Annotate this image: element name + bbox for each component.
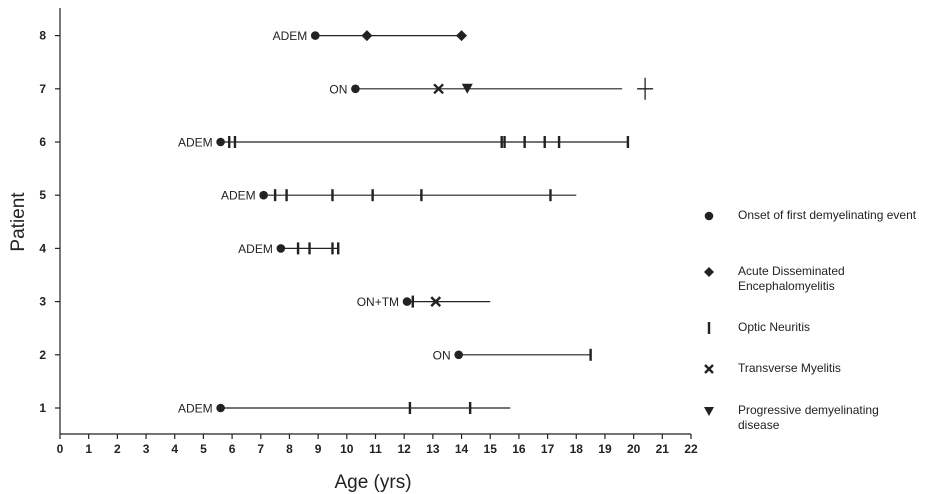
- adem-diamond: [361, 30, 373, 42]
- x-tick-label: 18: [570, 442, 584, 456]
- x-tick-label: 22: [684, 442, 698, 456]
- death-plus: [637, 77, 654, 100]
- onset-label: ON+TM: [357, 295, 399, 309]
- onset-dot: [276, 244, 286, 253]
- cross-stroke: [433, 83, 444, 95]
- y-tick-label: 6: [39, 135, 46, 149]
- y-axis-title: Patient: [8, 192, 29, 252]
- x-tick-label: 7: [257, 442, 264, 456]
- x-tick-label: 10: [340, 442, 354, 456]
- bar-tick-icon: [707, 322, 711, 334]
- x-tick-label: 15: [484, 442, 498, 456]
- legend-label-adem: Acute Disseminated Encephalomyelitis: [738, 264, 845, 293]
- x-tick-label: 21: [656, 442, 670, 456]
- triangle-down-icon: [704, 407, 714, 416]
- patient-row-6: ADEM: [178, 136, 630, 150]
- onset-label: ON: [329, 82, 347, 96]
- onset-label: ADEM: [178, 136, 213, 150]
- axes: 0 1 2 3 4 5 6 7 8 9 10 11 12 13 14 15 16 17 18 19 20 21 221234…: [39, 8, 698, 456]
- y-tick-label: 4: [39, 241, 46, 255]
- onset-dot: [351, 84, 360, 94]
- patient-row-8: ADEM: [273, 29, 468, 43]
- onset-label: ON: [433, 348, 451, 362]
- x-tick-label: 9: [315, 442, 322, 456]
- x-tick-label: 16: [512, 442, 526, 456]
- patient-row-2: ON: [433, 348, 592, 362]
- x-tick-label: 8: [286, 442, 293, 456]
- x-tick-label: 1: [85, 442, 92, 456]
- x-tick-label: 17: [541, 442, 555, 456]
- y-tick-label: 7: [39, 82, 46, 96]
- y-tick-label: 3: [39, 295, 46, 309]
- patient-row-5: ADEM: [221, 189, 577, 203]
- patient-row-7: ON: [329, 77, 654, 100]
- progressive-triangle: [461, 83, 473, 94]
- onset-dot: [454, 350, 463, 360]
- cross-icon: [704, 364, 714, 374]
- x-tick-label: 11: [369, 442, 382, 456]
- x-tick-label: 19: [598, 442, 612, 456]
- onset-dot: [216, 137, 225, 147]
- x-tick-label: 13: [426, 442, 440, 456]
- y-tick-label: 2: [39, 348, 46, 362]
- patient-row-3: ON+TM: [357, 295, 491, 309]
- x-tick-label: 2: [114, 442, 121, 456]
- onset-dot: [402, 297, 412, 306]
- diamond-icon: [704, 267, 714, 277]
- x-tick-label: 4: [171, 442, 178, 456]
- adem-diamond: [456, 30, 468, 42]
- onset-dot-icon: [704, 211, 714, 221]
- onset-label: ADEM: [178, 402, 213, 416]
- transverse-myelitis-cross: [430, 296, 442, 307]
- legend-label-progressive: Progressive demyelinating disease: [738, 403, 879, 432]
- x-tick-label: 5: [200, 442, 207, 456]
- onset-label: ADEM: [221, 189, 256, 203]
- onset-dot: [216, 403, 225, 413]
- x-tick-label: 12: [398, 442, 412, 456]
- x-tick-label: 0: [57, 442, 64, 456]
- onset-label: ADEM: [273, 29, 308, 43]
- x-tick-label: 3: [143, 442, 150, 456]
- x-tick-label: 20: [627, 442, 641, 456]
- y-tick-label: 1: [39, 401, 46, 415]
- legend-label-transverse-myelitis: Transverse Myelitis: [738, 361, 841, 375]
- patient-rows: ADEM ON ON+TM ADEM ADEM ADEM ON ADEM: [178, 29, 654, 416]
- cross-stroke: [430, 296, 442, 307]
- y-tick-label: 8: [39, 29, 46, 43]
- legend-label-onset: Onset of first demyelinating event: [738, 208, 917, 222]
- patient-row-4: ADEM: [238, 242, 340, 256]
- x-tick-label: 6: [229, 442, 236, 456]
- patient-row-1: ADEM: [178, 402, 511, 416]
- onset-dot: [310, 31, 320, 40]
- legend-label-optic-neuritis: Optic Neuritis: [738, 320, 811, 334]
- x-tick-label: 14: [455, 442, 469, 456]
- onset-dot: [259, 190, 268, 200]
- x-axis-title: Age (yrs): [334, 472, 411, 493]
- y-tick-label: 5: [39, 188, 46, 202]
- onset-label: ADEM: [238, 242, 273, 256]
- transverse-myelitis-cross: [433, 83, 444, 95]
